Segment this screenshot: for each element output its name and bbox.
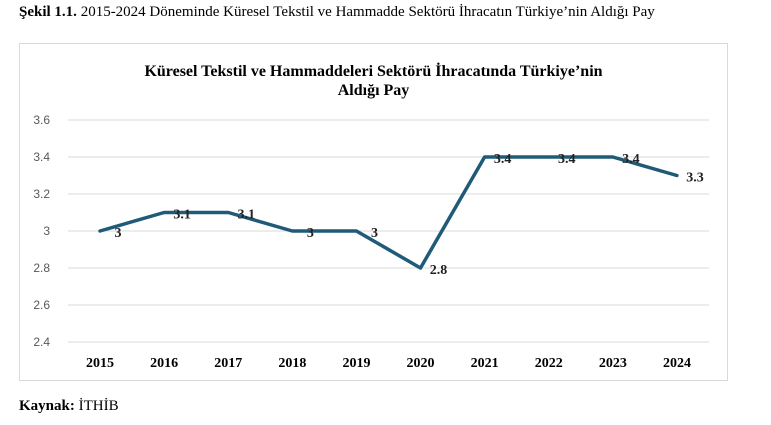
data-point xyxy=(675,174,679,177)
x-tick-label: 2016 xyxy=(150,356,178,371)
chart-title: Küresel Tekstil ve Hammaddeleri Sektörü … xyxy=(144,63,603,99)
x-tick-label: 2021 xyxy=(471,356,499,371)
data-label: 3 xyxy=(115,226,122,241)
x-tick-label: 2022 xyxy=(535,356,563,371)
chart-area: Küresel Tekstil ve Hammaddeleri Sektörü … xyxy=(19,43,728,381)
data-point xyxy=(226,211,230,214)
x-tick-label: 2017 xyxy=(214,356,242,371)
x-tick-label: 2024 xyxy=(663,356,691,371)
y-tick-label: 2.6 xyxy=(33,298,50,312)
data-point xyxy=(611,155,615,159)
data-label: 3 xyxy=(307,226,314,241)
data-label: 3.1 xyxy=(238,208,256,223)
y-tick-label: 3.6 xyxy=(33,113,50,127)
line-chart: 2.4 2.6 2.8 3 3.2 3.4 3.6 2015 2016 2017 2018 2019 2… xyxy=(33,113,709,371)
source-label: Kaynak: xyxy=(19,398,75,414)
source-note: Kaynak: İTHİB xyxy=(19,398,119,415)
data-point xyxy=(162,211,166,214)
y-tick-label: 3.4 xyxy=(33,150,50,164)
data-label: 3.4 xyxy=(494,152,512,167)
y-tick-label: 3 xyxy=(43,224,50,238)
x-tick-label: 2019 xyxy=(342,356,370,371)
data-point xyxy=(290,229,294,233)
y-tick-label: 2.4 xyxy=(33,335,50,349)
data-label: 3.3 xyxy=(686,171,704,186)
x-tick-label: 2020 xyxy=(407,356,435,371)
data-point xyxy=(483,155,487,159)
data-label: 3 xyxy=(371,226,378,241)
x-tick-label: 2023 xyxy=(599,356,627,371)
data-point xyxy=(98,229,102,233)
figure-caption-label: Şekil 1.1. xyxy=(19,4,77,20)
data-point xyxy=(547,155,551,159)
x-tick-label: 2015 xyxy=(86,356,114,371)
figure-caption-text: 2015-2024 Döneminde Küresel Tekstil ve H… xyxy=(80,4,655,20)
data-point xyxy=(354,229,358,233)
series-line xyxy=(98,155,679,270)
data-label: 3.4 xyxy=(558,152,576,167)
figure-caption: Şekil 1.1. 2015-2024 Döneminde Küresel T… xyxy=(19,4,655,21)
data-label: 3.4 xyxy=(622,152,640,167)
data-point xyxy=(419,266,423,270)
source-text: İTHİB xyxy=(78,398,119,414)
x-tick-label: 2018 xyxy=(278,356,306,371)
y-tick-label: 2.8 xyxy=(33,261,50,275)
y-tick-label: 3.2 xyxy=(33,187,50,201)
data-label: 2.8 xyxy=(430,263,448,278)
data-label: 3.1 xyxy=(173,208,191,223)
